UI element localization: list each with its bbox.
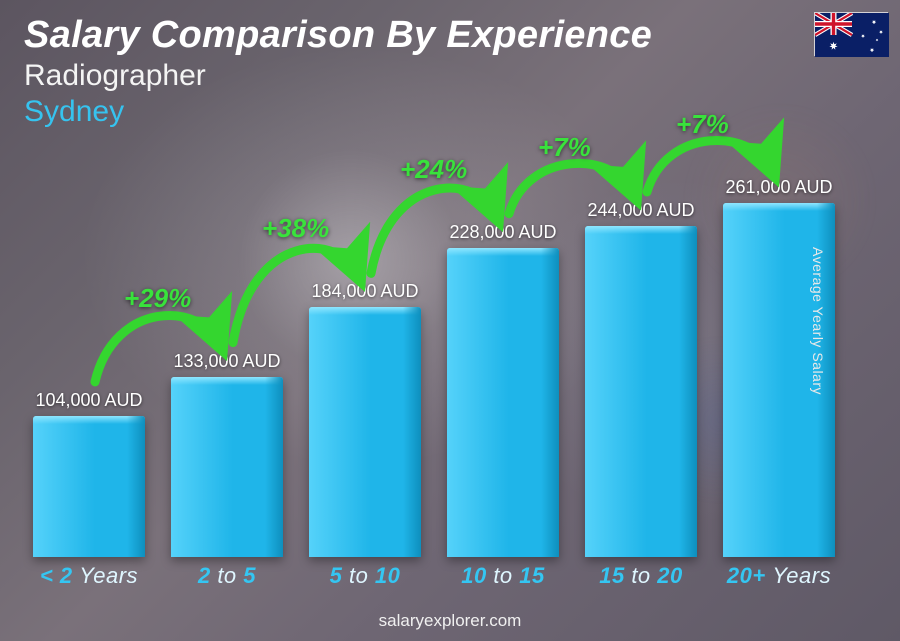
pct-delta-label: +38% xyxy=(262,213,329,244)
chart-subtitle: Radiographer xyxy=(24,59,652,93)
bar-chart: 104,000 AUD< 2 Years133,000 AUD2 to 5184… xyxy=(28,150,852,593)
delta-arrows-layer xyxy=(28,150,852,593)
pct-delta-label: +7% xyxy=(538,132,591,163)
delta-arrow xyxy=(233,248,359,342)
delta-arrow xyxy=(647,140,773,191)
chart-city: Sydney xyxy=(24,95,652,129)
pct-delta-label: +7% xyxy=(676,109,729,140)
chart-title: Salary Comparison By Experience xyxy=(24,14,652,57)
y-axis-label: Average Yearly Salary xyxy=(810,247,826,395)
pct-delta-label: +24% xyxy=(400,154,467,185)
delta-arrow xyxy=(371,188,497,273)
flag-svg xyxy=(815,13,889,57)
attribution: salaryexplorer.com xyxy=(0,611,900,631)
flag-australia xyxy=(814,12,888,56)
pct-delta-label: +29% xyxy=(124,283,191,314)
delta-arrow xyxy=(95,316,221,382)
title-block: Salary Comparison By Experience Radiogra… xyxy=(24,14,652,129)
delta-arrow xyxy=(509,163,635,213)
